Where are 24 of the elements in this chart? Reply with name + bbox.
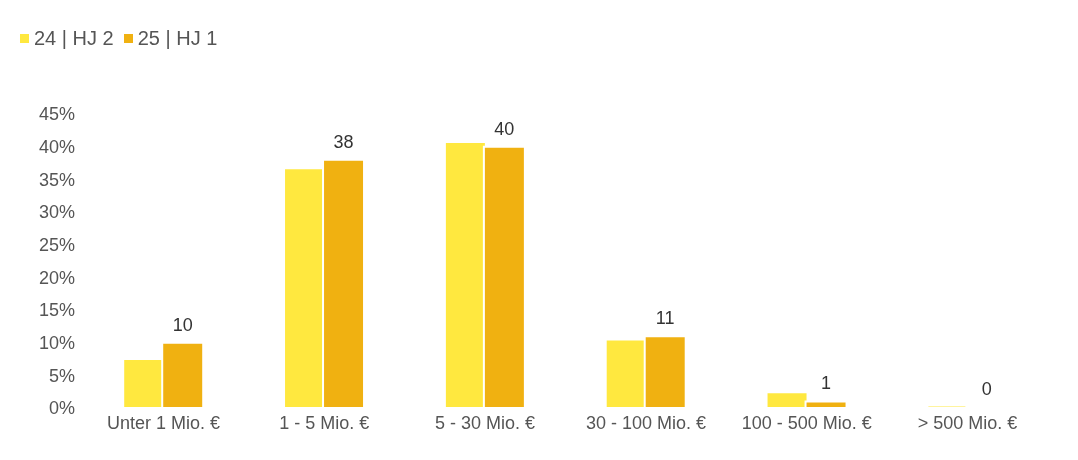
y-tick-label: 5%: [48, 365, 75, 386]
y-tick-label: 30%: [38, 202, 75, 223]
legend-label: 25 | HJ 1: [137, 26, 218, 50]
y-tick-label: 20%: [38, 267, 75, 288]
data-label: 0: [981, 379, 992, 399]
data-label: 1: [821, 373, 832, 394]
legend-label: 24 | HJ 2: [34, 26, 114, 50]
x-tick-label: 30 - 100 Mio. €: [585, 412, 706, 433]
y-tick-label: 45%: [38, 104, 75, 125]
y-tick-label: 15%: [38, 300, 75, 321]
y-tick-label: 0%: [48, 398, 75, 419]
x-tick-label: 100 - 500 Mio. €: [741, 412, 872, 433]
x-tick-label: 5 - 30 Mio. €: [435, 412, 536, 433]
y-tick-label: 35%: [38, 169, 75, 190]
data-label: 10: [172, 314, 193, 335]
data-label: 40: [494, 118, 515, 139]
data-label: 11: [655, 308, 675, 329]
y-tick-label: 10%: [38, 333, 75, 354]
x-tick-label: Unter 1 Mio. €: [106, 412, 220, 433]
y-tick-label: 25%: [38, 235, 75, 256]
x-tick-label: 1 - 5 Mio. €: [279, 412, 370, 433]
data-label: 38: [333, 131, 354, 152]
y-tick-label: 40%: [38, 137, 75, 158]
x-tick-label: > 500 Mio. €: [917, 412, 1018, 433]
